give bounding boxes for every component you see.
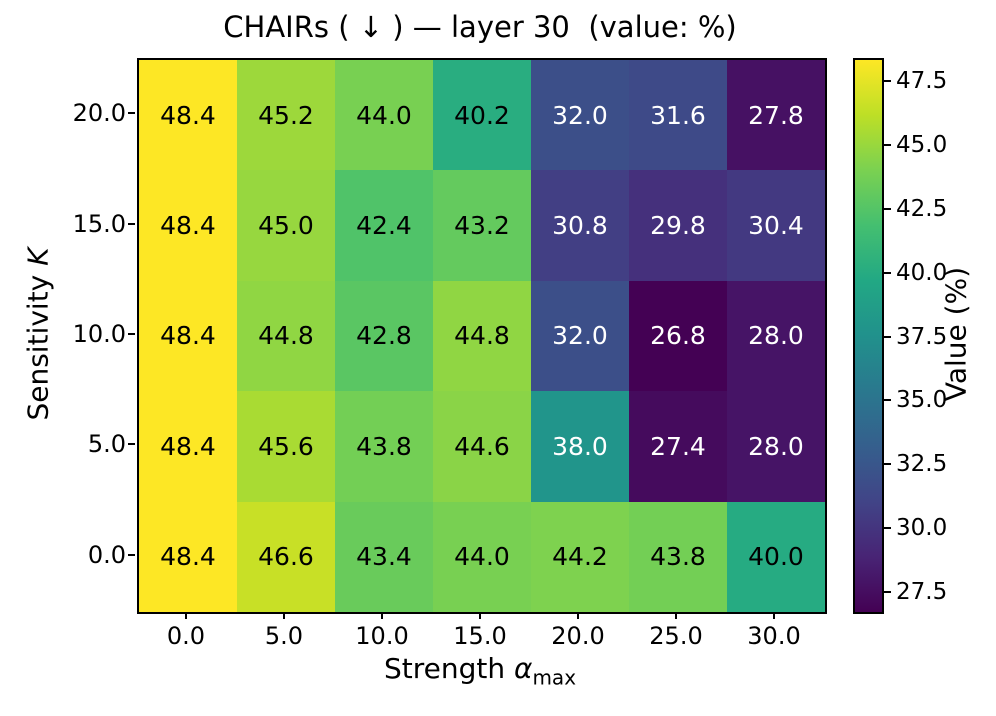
heatmap-cell: 43.8 xyxy=(335,391,433,502)
x-tick-mark xyxy=(381,612,383,619)
colorbar-tick-label: 32.5 xyxy=(896,451,948,478)
x-tick-mark xyxy=(773,612,775,619)
heatmap-cell: 27.4 xyxy=(629,391,727,502)
heatmap-cell: 48.4 xyxy=(139,501,237,612)
heatmap-cell: 26.8 xyxy=(629,280,727,392)
heatmap-cell: 40.2 xyxy=(433,60,531,171)
heatmap-cell: 32.0 xyxy=(531,280,629,392)
colorbar-tick-mark xyxy=(884,463,891,466)
chart-title: CHAIRs ( ↓ ) — layer 30 (value: %) xyxy=(223,10,737,44)
heatmap-cell: 45.6 xyxy=(237,391,335,502)
y-axis-label-symbol: K xyxy=(21,247,55,266)
colorbar-tick-label: 45.0 xyxy=(896,131,948,158)
heatmap-cell: 29.8 xyxy=(629,170,727,281)
colorbar-tick-mark xyxy=(884,207,891,210)
y-tick-label: 15.0 xyxy=(72,209,126,238)
heatmap-grid: 48.4 45.2 44.0 40.2 32.0 31.6 27.8 48.4 45.0 42.4… xyxy=(137,58,827,614)
heatmap-cell: 44.8 xyxy=(237,280,335,392)
x-tick-mark xyxy=(185,612,187,619)
y-tick-mark xyxy=(128,112,135,115)
x-tick-label: 5.0 xyxy=(264,622,304,650)
colorbar-tick-mark xyxy=(884,80,891,82)
heatmap-cell: 43.4 xyxy=(335,501,433,612)
x-tick-label: 30.0 xyxy=(747,622,801,650)
x-tick-mark xyxy=(283,612,285,619)
heatmap-cell: 43.2 xyxy=(433,170,531,281)
heatmap-cell: 28.0 xyxy=(727,391,825,502)
heatmap-cell: 43.8 xyxy=(629,501,727,612)
y-tick-mark xyxy=(128,553,135,556)
heatmap-cell: 48.4 xyxy=(139,60,237,171)
heatmap-cell: 30.8 xyxy=(531,170,629,281)
colorbar-tick-label: 27.5 xyxy=(896,579,948,606)
colorbar-tick-label: 30.0 xyxy=(896,515,948,542)
heatmap-cell: 45.0 xyxy=(237,170,335,281)
colorbar xyxy=(853,58,884,614)
x-tick-label: 20.0 xyxy=(551,622,605,650)
y-tick-mark xyxy=(128,333,135,335)
colorbar-tick-mark xyxy=(884,271,891,274)
y-tick-label: 10.0 xyxy=(72,320,126,348)
x-tick-mark xyxy=(577,612,579,619)
x-tick-mark xyxy=(479,612,481,619)
x-axis-label-symbol: α xyxy=(513,652,533,685)
heatmap-cell: 32.0 xyxy=(531,60,629,171)
heatmap-cell: 40.0 xyxy=(727,501,825,612)
heatmap-cell: 48.4 xyxy=(139,280,237,392)
heatmap-cell: 27.8 xyxy=(727,60,825,171)
colorbar-tick-mark xyxy=(884,399,891,402)
heatmap-cell: 42.8 xyxy=(335,280,433,392)
y-tick-mark xyxy=(128,443,135,446)
x-axis-label: Strength αmax xyxy=(137,652,823,690)
x-axis-label-text: Strength xyxy=(383,652,514,685)
heatmap-cell: 44.2 xyxy=(531,501,629,612)
heatmap-cell: 38.0 xyxy=(531,391,629,502)
x-tick-label: 15.0 xyxy=(453,622,507,650)
heatmap-cell: 44.8 xyxy=(433,280,531,392)
heatmap-cell: 44.0 xyxy=(433,501,531,612)
colorbar-tick-label: 47.5 xyxy=(896,68,948,94)
heatmap-cell: 46.6 xyxy=(237,501,335,612)
y-tick-label: 5.0 xyxy=(87,430,126,459)
x-tick-label: 0.0 xyxy=(166,622,206,650)
heatmap-cell: 44.6 xyxy=(433,391,531,502)
colorbar-tick-label: 42.5 xyxy=(896,195,948,222)
y-tick-mark xyxy=(128,222,135,225)
heatmap-cell: 45.2 xyxy=(237,60,335,171)
colorbar-tick-label: 37.5 xyxy=(896,323,948,350)
colorbar-tick-mark xyxy=(884,335,891,338)
heatmap-cell: 42.4 xyxy=(335,170,433,281)
y-tick-label: 20.0 xyxy=(72,99,126,128)
colorbar-tick-label: 40.0 xyxy=(896,259,948,286)
heatmap-cell: 48.4 xyxy=(139,170,237,281)
heatmap-cell: 44.0 xyxy=(335,60,433,171)
heatmap-cell: 31.6 xyxy=(629,60,727,171)
colorbar-tick-mark xyxy=(884,527,891,530)
heatmap-cell: 28.0 xyxy=(727,280,825,392)
x-tick-mark xyxy=(675,612,677,619)
x-tick-label: 25.0 xyxy=(649,622,703,650)
y-tick-label: 0.0 xyxy=(87,540,126,569)
x-tick-label: 10.0 xyxy=(355,622,409,650)
colorbar-label: Value (%) xyxy=(939,266,973,402)
x-axis-label-subscript: max xyxy=(532,665,577,690)
colorbar-tick-label: 35.0 xyxy=(896,387,948,414)
heatmap-cell: 48.4 xyxy=(139,391,237,502)
colorbar-tick-mark xyxy=(884,143,891,146)
heatmap-cell: 30.4 xyxy=(727,170,825,281)
colorbar-tick-mark xyxy=(884,591,891,594)
